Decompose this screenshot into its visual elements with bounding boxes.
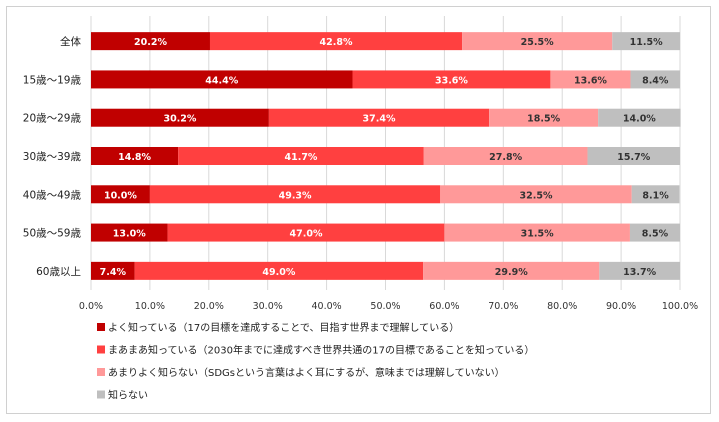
bar-segment — [91, 32, 210, 51]
bar-segment — [462, 32, 613, 51]
bar-segment — [268, 108, 490, 127]
data-label: 7.4% — [100, 267, 127, 278]
x-tick-label: 70.0% — [488, 301, 518, 312]
x-tick-label: 40.0% — [312, 301, 342, 312]
bar-segment — [612, 32, 680, 51]
legend-swatch — [97, 345, 105, 354]
data-label: 18.5% — [527, 114, 560, 125]
data-label: 49.3% — [279, 190, 312, 201]
bar-segment — [630, 70, 680, 89]
data-label: 33.6% — [435, 75, 468, 86]
bar-segment — [91, 223, 168, 242]
x-tick-label: 10.0% — [135, 301, 165, 312]
data-label: 14.8% — [118, 152, 151, 163]
bar-segment — [352, 70, 551, 89]
x-tick-label: 0.0% — [79, 301, 103, 312]
legend-swatch — [97, 323, 105, 331]
data-label: 27.8% — [489, 152, 522, 163]
bar-segment — [149, 185, 441, 204]
data-label: 30.2% — [163, 114, 196, 125]
legend-label: 知らない — [108, 389, 148, 402]
data-label: 10.0% — [104, 190, 137, 201]
data-label: 37.4% — [363, 114, 396, 125]
data-label: 44.4% — [205, 75, 238, 86]
bar-segment — [91, 185, 150, 204]
data-label: 8.1% — [642, 190, 669, 201]
bar-segment — [91, 147, 179, 165]
data-label: 13.6% — [574, 75, 607, 86]
data-label: 41.7% — [284, 152, 317, 163]
legend-label: あまりよく知らない（SDGsという言葉はよく耳にするが、意味までは理解していない… — [108, 366, 505, 379]
x-tick-label: 100.0% — [662, 301, 698, 312]
bar-segment — [631, 185, 680, 204]
category-label: 20歳～29歳 — [23, 113, 82, 125]
data-label: 11.5% — [630, 37, 663, 48]
bar-segment — [550, 70, 631, 89]
category-label: 15歳～19歳 — [23, 74, 82, 86]
data-label: 25.5% — [521, 37, 554, 48]
data-label: 15.7% — [617, 152, 650, 163]
data-label: 29.9% — [495, 267, 528, 278]
bar-segment — [178, 147, 424, 165]
legend-label: よく知っている（17の目標を達成することで、目指す世界まで理解している） — [108, 321, 459, 334]
data-label: 47.0% — [290, 229, 323, 240]
data-label: 13.7% — [623, 267, 656, 278]
bar-segment — [444, 223, 630, 242]
data-label: 42.8% — [320, 37, 353, 48]
legend-swatch — [97, 390, 105, 399]
bar-segment — [423, 261, 600, 280]
x-tick-label: 20.0% — [194, 301, 224, 312]
bar-segment — [629, 223, 680, 242]
legend-swatch — [97, 368, 105, 376]
legend-label: まあまあ知っている（2030年までに達成すべき世界共通の17の目標であることを知… — [108, 344, 534, 357]
bar-segment — [599, 261, 680, 280]
category-label: 40歳～49歳 — [23, 189, 82, 201]
category-label: 全体 — [60, 35, 81, 48]
bar-segment — [423, 147, 588, 165]
bar-segment — [91, 108, 269, 127]
x-tick-label: 90.0% — [606, 301, 636, 312]
category-label: 30歳～39歳 — [23, 151, 82, 163]
bar-segment — [489, 108, 599, 127]
bar-segment — [587, 147, 680, 165]
category-label: 50歳～59歳 — [23, 228, 82, 240]
data-label: 49.0% — [262, 267, 295, 278]
category-label: 60歳以上 — [36, 266, 81, 278]
data-label: 20.2% — [134, 37, 167, 48]
data-label: 8.4% — [642, 75, 669, 86]
bar-segment — [91, 70, 353, 89]
x-tick-label: 50.0% — [370, 301, 400, 312]
x-tick-label: 80.0% — [547, 301, 577, 312]
bar-segment — [167, 223, 445, 242]
bar-segment — [440, 185, 632, 204]
x-tick-label: 30.0% — [253, 301, 283, 312]
data-label: 13.0% — [113, 229, 146, 240]
x-tick-label: 60.0% — [429, 301, 459, 312]
bar-segment — [91, 261, 135, 280]
bar-segment — [598, 108, 681, 127]
data-label: 32.5% — [520, 190, 553, 201]
data-label: 14.0% — [623, 114, 656, 125]
data-label: 31.5% — [521, 229, 554, 240]
data-label: 8.5% — [642, 229, 669, 240]
bar-segment — [209, 32, 463, 51]
bar-segment — [134, 261, 424, 280]
